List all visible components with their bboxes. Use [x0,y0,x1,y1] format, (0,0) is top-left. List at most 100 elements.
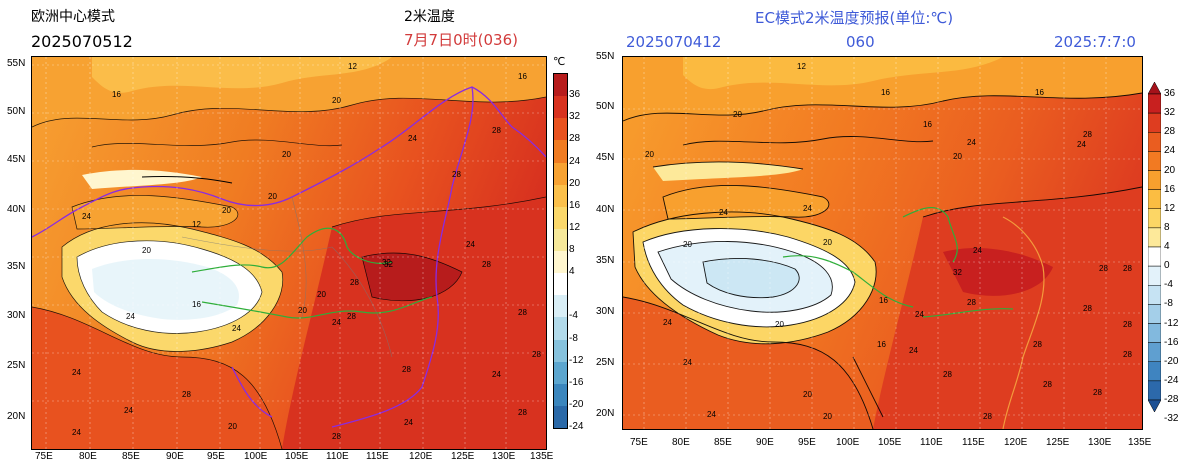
right-lat-label: 55N [596,51,615,62]
colorbar-label: -16 [569,376,584,388]
right-lon-label: 130E [1088,437,1112,448]
colorbar-label: -16 [1164,336,1179,348]
colorbar-swatch [1148,265,1161,286]
left-lon-label: 135E [530,451,554,462]
contour-label: 28 [1123,350,1132,359]
colorbar-swatch [1148,304,1161,324]
contour-label: 28 [518,408,527,417]
colorbar-label: 36 [569,89,581,101]
contour-label: 12 [797,62,806,71]
colorbar-label: -4 [569,310,578,322]
right-lon-label: 75E [630,437,648,448]
colorbar-label: -24 [1164,374,1179,386]
contour-label: 24 [707,410,716,419]
colorbar-label: 32 [569,111,581,123]
contour-label: 24 [719,208,728,217]
left-lon-label: 75E [35,451,53,462]
contour-label: 20 [142,246,151,255]
colorbar-label: 4 [569,266,575,278]
right-valid-time: 2025:7:7:0 [1054,33,1136,51]
colorbar-label: 20 [1164,164,1176,176]
contour-label: 24 [72,428,81,437]
right-lon-label: 80E [672,437,690,448]
contour-label: 24 [663,318,672,327]
colorbar-label: -20 [1164,355,1179,367]
contour-label: 20 [645,150,654,159]
colorbar-swatch [1148,361,1161,382]
colorbar-label: 8 [569,244,575,255]
colorbar-swatch [554,405,567,428]
contour-label: 28 [1083,130,1092,139]
contour-label: 20 [282,150,291,159]
contour-label: 28 [1123,264,1132,273]
left-lat-label: 45N [7,154,26,165]
left-lon-label: 85E [122,451,140,462]
right-map: 16 16 12 16 20 24 28 24 28 24 24 28 32 2… [622,56,1143,430]
contour-label: 28 [350,278,359,287]
right-lon-label: 135E [1128,437,1152,448]
left-colorbar [553,73,568,429]
colorbar-label: 12 [569,221,581,233]
left-lon-label: 80E [79,451,97,462]
left-lat-label: 30N [7,310,26,321]
colorbar-swatch [554,295,567,318]
colorbar-label: -4 [1164,279,1173,291]
contour-label: 20 [268,192,277,201]
contour-label: 28 [492,126,501,135]
colorbar-swatch [1148,189,1161,209]
colorbar-swatch [1148,399,1161,412]
right-title: EC模式2米温度预报(单位:℃) [755,9,954,27]
contour-label: 32 [953,268,962,277]
colorbar-swatch [554,162,567,185]
colorbar-swatch [554,273,567,296]
colorbar-swatch [554,361,567,384]
right-lat-label: 50N [596,101,615,112]
contour-label: 16 [192,300,201,309]
right-lat-label: 35N [596,255,615,266]
contour-label: 16 [1035,88,1044,97]
left-lon-label: 105E [285,451,309,462]
colorbar-swatch [1148,323,1161,343]
colorbar-label: 4 [1164,241,1170,252]
left-model-title: 欧洲中心模式 [31,9,115,25]
colorbar-label: 32 [1164,107,1176,119]
colorbar-swatch [1148,151,1161,171]
contour-label: 24 [124,406,133,415]
left-lat-label: 20N [7,411,26,422]
colorbar-swatch [554,339,567,362]
left-lon-label: 110E [326,451,349,462]
right-lon-label: 115E [962,437,985,448]
right-temperature-field: 16 16 12 16 20 24 28 24 28 24 24 28 32 2… [623,57,1142,429]
contour-label: 16 [881,88,890,97]
colorbar-label: -24 [569,421,584,432]
right-init-time: 2025070412 [626,33,722,51]
contour-label: 16 [112,90,121,99]
colorbar-label: 0 [1164,260,1170,272]
right-lon-label: 95E [798,437,816,448]
contour-label: 24 [404,418,413,427]
left-lat-label: 35N [7,261,26,272]
colorbar-swatch [1148,246,1161,267]
colorbar-label: 28 [569,133,581,145]
colorbar-swatch [554,383,567,406]
colorbar-swatch [554,140,567,163]
contour-label: 24 [973,246,982,255]
left-lon-label: 125E [451,451,475,462]
left-lat-label: 25N [7,360,26,371]
colorbar-label: -8 [569,332,578,344]
colorbar-label: 16 [569,199,581,211]
right-forecast-step: 060 [846,33,875,51]
contour-label: 24 [72,368,81,377]
colorbar-swatch [554,317,567,340]
contour-label: 20 [803,390,812,399]
colorbar-swatch [1148,380,1161,401]
colorbar-swatch [554,74,567,97]
colorbar-label: 12 [1164,202,1176,214]
contour-label: 28 [402,365,411,374]
contour-label: 28 [1043,380,1052,389]
colorbar-label: 24 [569,155,581,167]
colorbar-swatch [1148,342,1161,362]
right-lon-label: 105E [878,437,902,448]
contour-label: 28 [1093,388,1102,397]
colorbar-label: -12 [569,354,584,366]
